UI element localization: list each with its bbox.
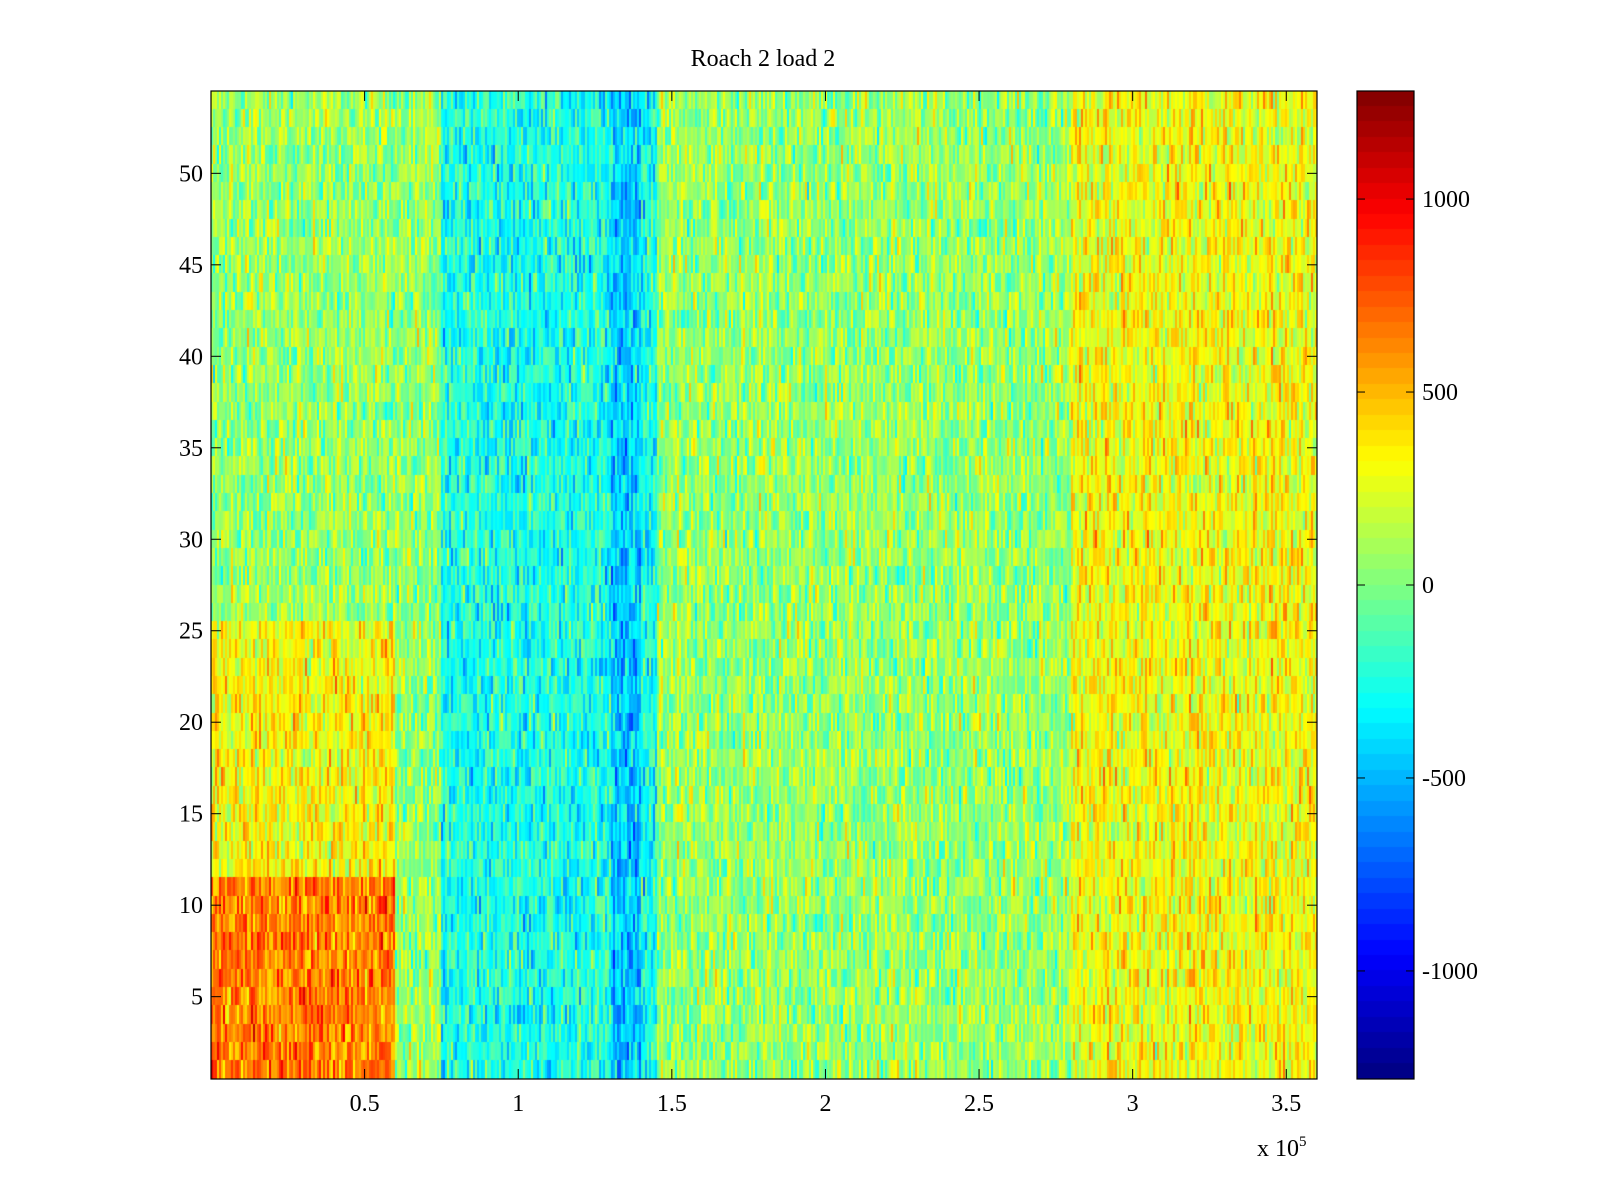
colorbar-frame [1356, 90, 1415, 1080]
colorbar-image [1357, 91, 1414, 1079]
heatmap-image [211, 91, 1317, 1079]
y-tick-label: 10 [179, 893, 203, 919]
x-tick-label: 0.5 [350, 1091, 380, 1117]
colorbar-tick-label: -1000 [1422, 959, 1478, 985]
y-tick-label: 45 [179, 253, 203, 279]
y-axis-ticks: 5 10 15 20 25 30 35 40 45 50 [179, 161, 1317, 1011]
x-tick-label: 3 [1127, 1091, 1139, 1117]
chart-title: Roach 2 load 2 [691, 46, 836, 72]
plot-frame [210, 90, 1318, 1080]
x-tick-label: 1.5 [657, 1091, 687, 1117]
y-tick-label: 5 [191, 985, 203, 1011]
x-axis-multiplier: x 105 [1257, 1134, 1307, 1162]
y-tick-label: 15 [179, 802, 203, 828]
y-tick-label: 25 [179, 619, 203, 645]
x-tick-label: 2 [819, 1091, 831, 1117]
x-tick-label: 2.5 [964, 1091, 994, 1117]
y-tick-label: 20 [179, 710, 203, 736]
y-tick-label: 35 [179, 436, 203, 462]
y-tick-label: 30 [179, 527, 203, 553]
x-tick-label: 3.5 [1271, 1091, 1301, 1117]
x-axis-ticks: 0.5 1 1.5 2 2.5 3 3.5 [350, 91, 1301, 1117]
y-tick-label: 50 [179, 161, 203, 187]
y-tick-label: 40 [179, 344, 203, 370]
colorbar-tick-label: 0 [1422, 573, 1434, 599]
x-tick-label: 1 [512, 1091, 524, 1117]
colorbar-tick-label: -500 [1422, 766, 1466, 792]
colorbar-ticks: 1000 500 0 -500 -1000 [1357, 187, 1478, 985]
colorbar-tick-label: 1000 [1422, 187, 1470, 213]
colorbar-tick-label: 500 [1422, 380, 1458, 406]
